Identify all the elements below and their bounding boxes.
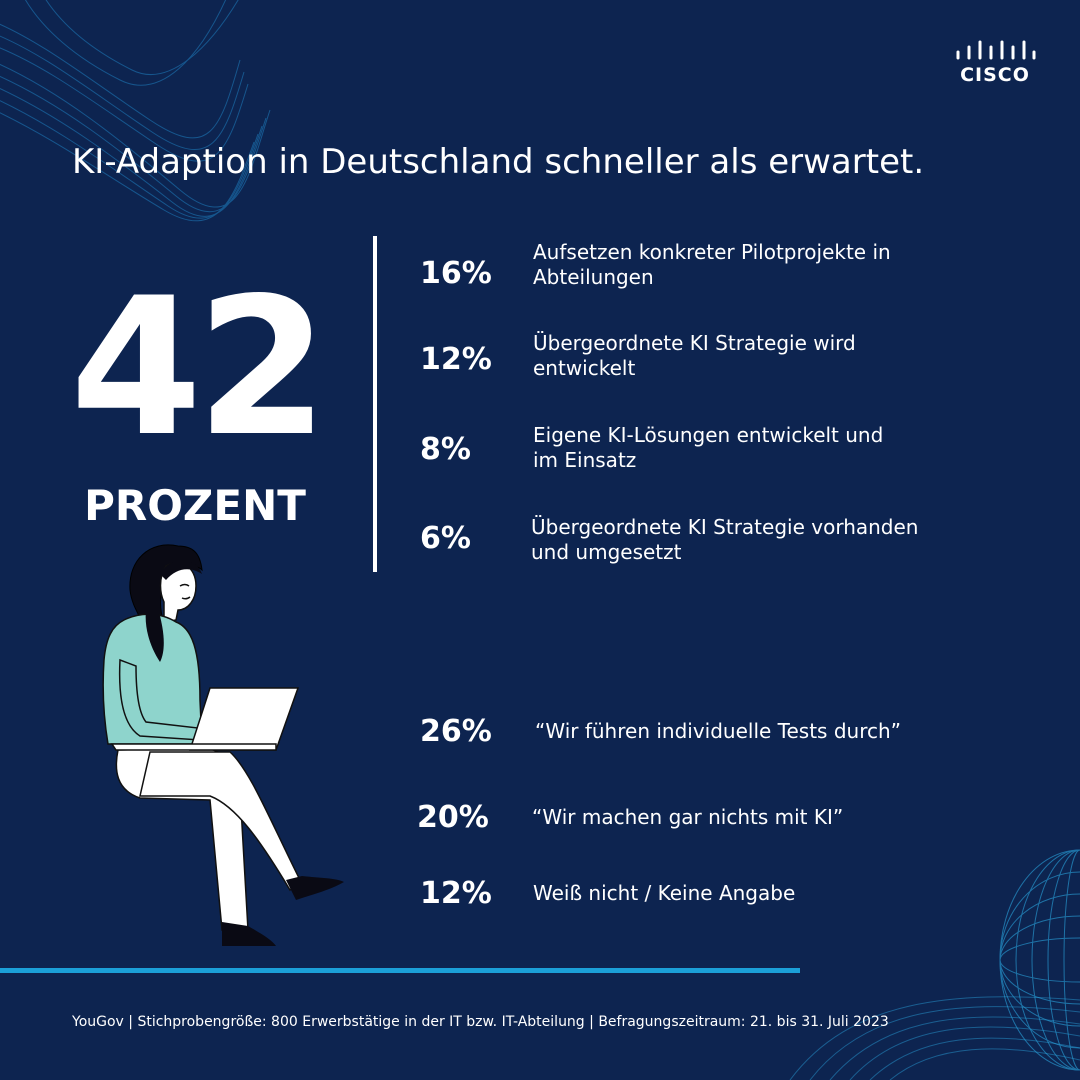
breakdown-text-3-line1: Eigene KI-Lösungen entwickelt und	[533, 423, 884, 447]
source-footnote: YouGov | Stichprobengröße: 800 Erwerbstä…	[72, 1014, 889, 1030]
bottom-right-wave-icon	[789, 996, 1080, 1080]
breakdown-text-2: Übergeordnete KI Strategie wird entwicke…	[533, 331, 943, 381]
other-stat-percent-1: 26%	[420, 714, 492, 749]
other-stat-percent-3: 12%	[420, 876, 492, 911]
accent-line	[0, 968, 800, 973]
vertical-divider	[373, 236, 377, 572]
headline-stat-unit: PROZENT	[84, 481, 306, 530]
other-stat-percent-2: 20%	[417, 800, 489, 835]
top-left-wave-icon	[0, 0, 271, 222]
breakdown-text-1-line2: Abteilungen	[533, 265, 654, 289]
woman-with-laptop-illustration	[102, 544, 344, 946]
breakdown-text-4-line1: Übergeordnete KI Strategie vorhanden	[531, 515, 919, 539]
breakdown-text-2-line2: entwickelt	[533, 356, 636, 380]
breakdown-percent-3: 8%	[420, 432, 471, 467]
page-title: KI-Adaption in Deutschland schneller als…	[72, 142, 925, 182]
breakdown-percent-1: 16%	[420, 256, 492, 291]
breakdown-text-3: Eigene KI-Lösungen entwickelt und im Ein…	[533, 423, 943, 473]
breakdown-percent-4: 6%	[420, 521, 471, 556]
breakdown-text-3-line2: im Einsatz	[533, 448, 637, 472]
breakdown-text-1: Aufsetzen konkreter Pilotprojekte in Abt…	[533, 240, 943, 290]
other-stat-text-1: “Wir führen individuelle Tests durch”	[535, 719, 902, 743]
headline-stat-value: 42	[70, 257, 328, 478]
breakdown-text-4-line2: und umgesetzt	[531, 540, 682, 564]
breakdown-percent-2: 12%	[420, 342, 492, 377]
breakdown-text-2-line1: Übergeordnete KI Strategie wird	[533, 331, 856, 355]
breakdown-text-1-line1: Aufsetzen konkreter Pilotprojekte in	[533, 240, 891, 264]
logo-text: CISCO	[960, 64, 1030, 86]
breakdown-text-4: Übergeordnete KI Strategie vorhanden und…	[531, 515, 941, 565]
cisco-bars-icon	[956, 40, 1036, 60]
other-stat-text-3: Weiß nicht / Keine Angabe	[533, 881, 796, 905]
other-stat-text-2: “Wir machen gar nichts mit KI”	[532, 805, 844, 829]
cisco-logo: CISCO	[952, 40, 1038, 88]
bottom-right-sphere-icon	[999, 849, 1080, 1071]
